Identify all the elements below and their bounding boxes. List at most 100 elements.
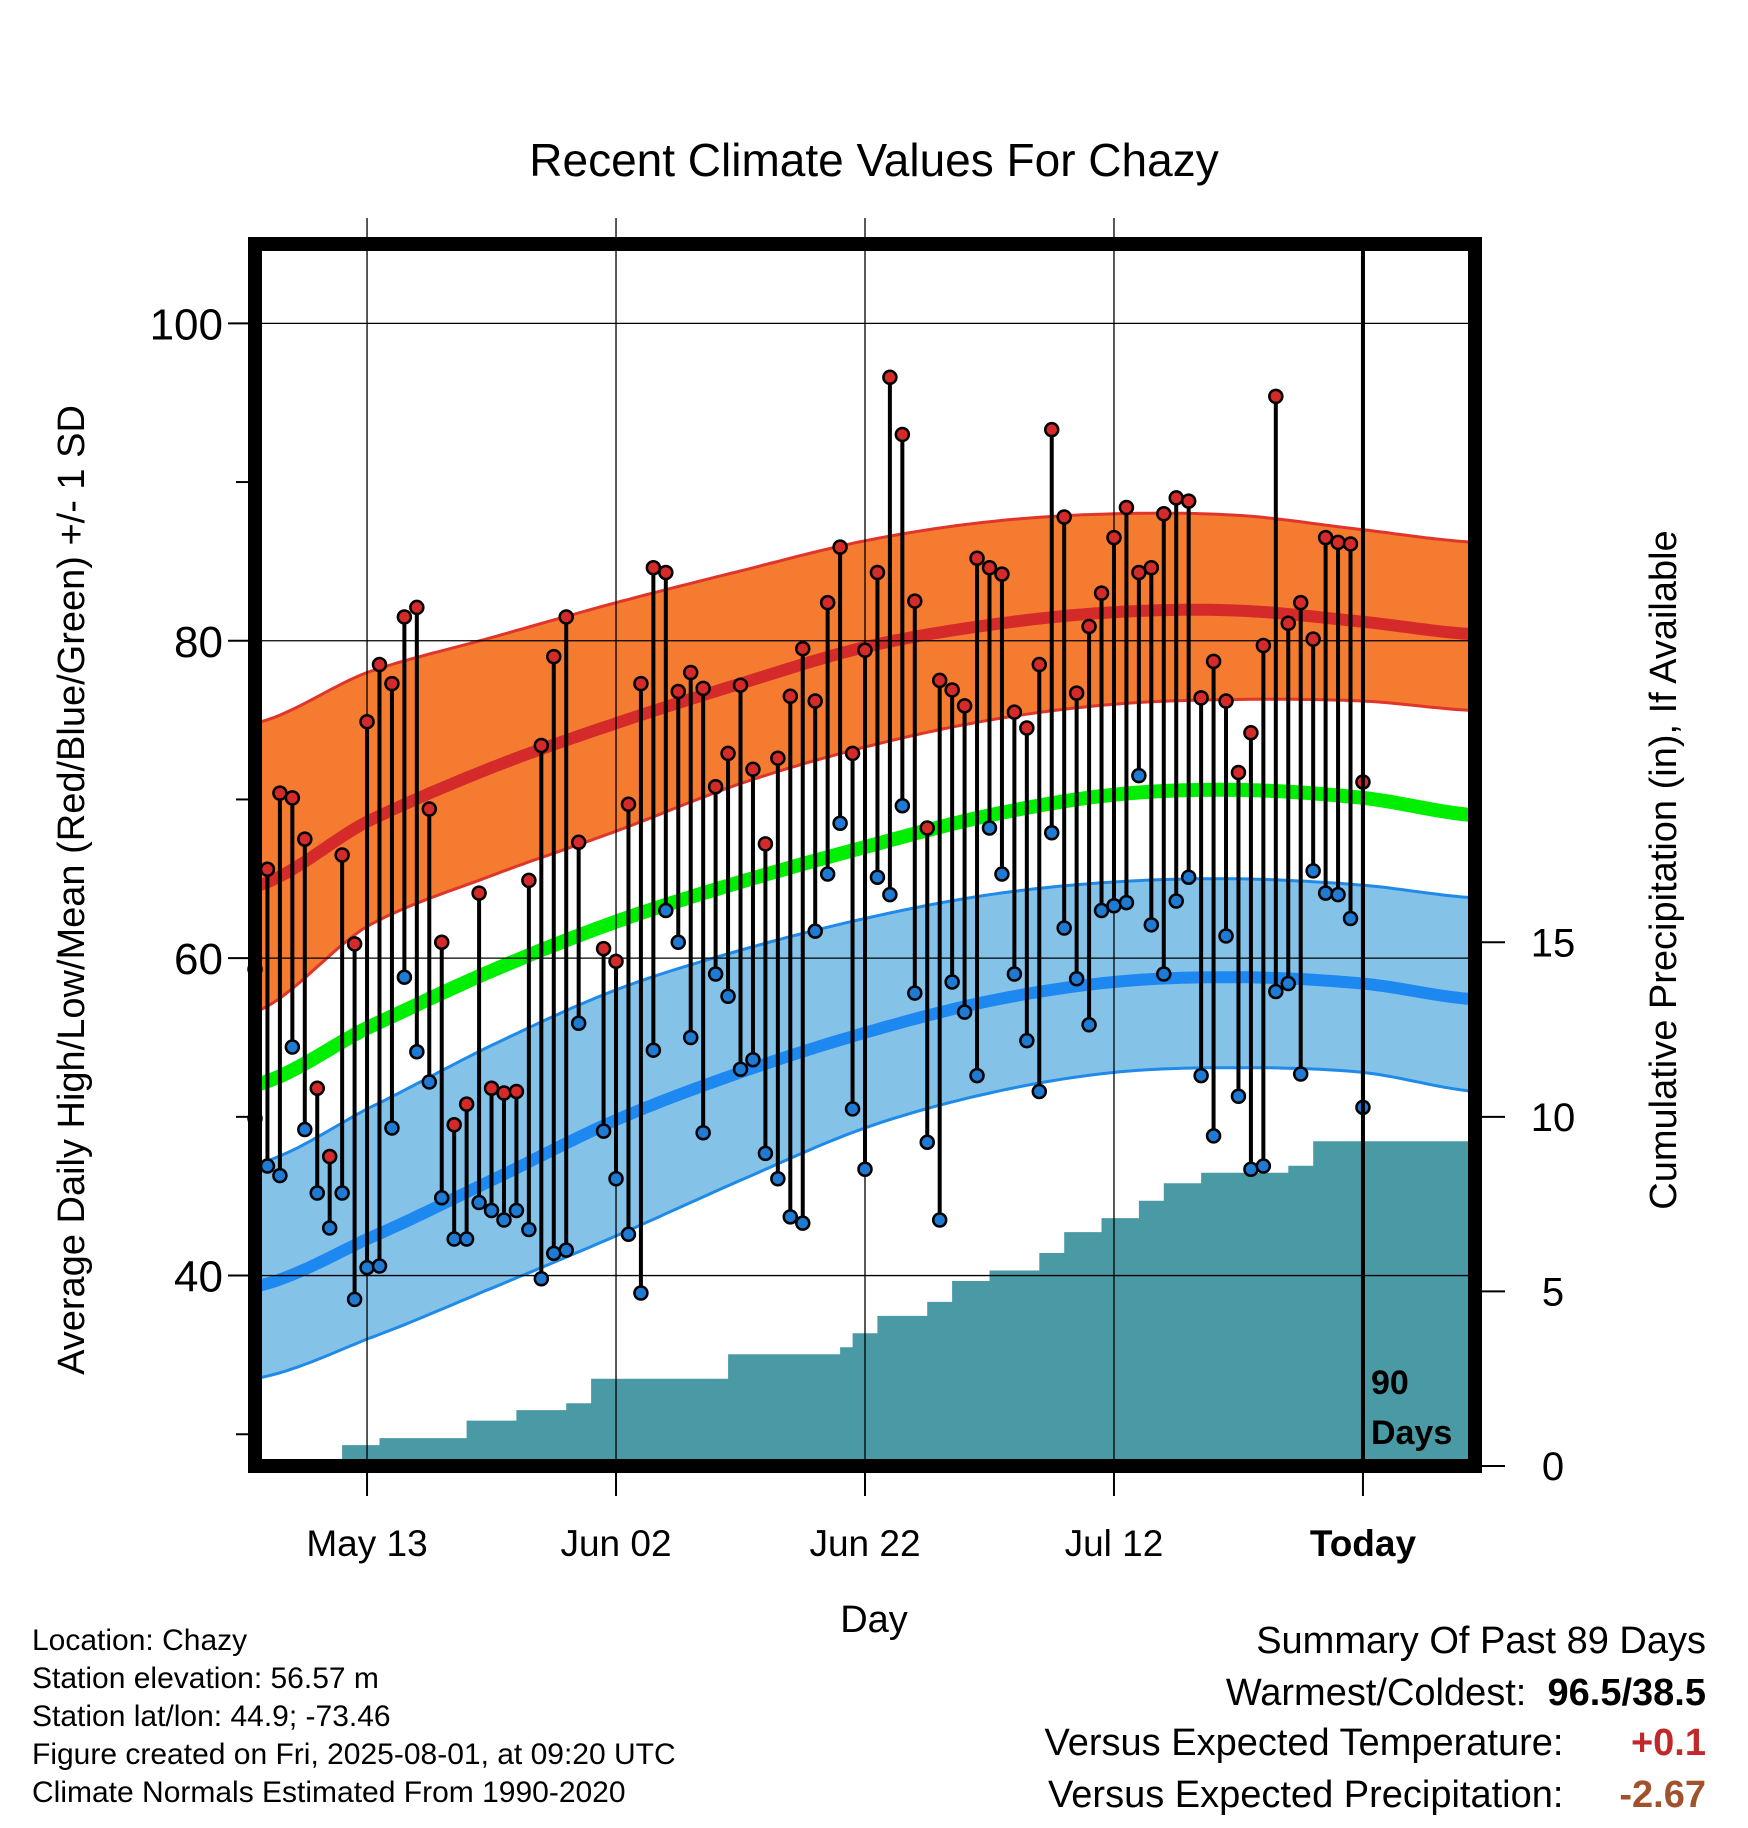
warmest-label: Warmest/Coldest: [1225, 1672, 1527, 1714]
daily-low-point [670, 934, 687, 951]
daily-high-point [658, 564, 674, 581]
daily-low-point [1292, 1066, 1309, 1082]
station-info: Location: Chazy Station elevation: 56.57… [32, 1622, 676, 1812]
precip-label: Versus Expected Precipitation: [1048, 1774, 1564, 1816]
daily-high-point [321, 1148, 338, 1165]
daily-low-point [508, 1202, 525, 1219]
daily-high-point [795, 640, 811, 657]
daily-low-point [334, 1185, 350, 1201]
y-tick-label: 60 [174, 935, 223, 984]
x-tick-label: Jun 22 [809, 1523, 920, 1564]
x-axis-label: Day [840, 1599, 908, 1641]
daily-low-point [1168, 893, 1184, 909]
daily-low-point [297, 1121, 313, 1138]
daily-low-point [658, 902, 674, 919]
daily-high-point [1218, 693, 1234, 709]
daily-low-point [533, 1270, 550, 1287]
daily-high-point [844, 745, 861, 762]
latlon-text: Station lat/lon: 44.9; -73.46 [32, 1700, 391, 1733]
daily-low-point [757, 1145, 774, 1162]
daily-high-point [433, 934, 450, 951]
daily-high-point [956, 698, 973, 714]
daily-low-point [981, 820, 998, 836]
daily-low-point [1280, 975, 1297, 992]
daily-high-point [682, 664, 699, 681]
daily-high-point [421, 801, 438, 817]
today-days-label: Days [1371, 1414, 1452, 1452]
daily-low-point [869, 869, 886, 885]
daily-high-point [1019, 720, 1035, 736]
daily-low-point [521, 1221, 537, 1238]
daily-low-point [396, 969, 413, 985]
daily-high-point [1305, 631, 1321, 647]
warmest-value: 96.5 [1547, 1672, 1622, 1714]
daily-high-point [857, 642, 873, 659]
daily-low-point [969, 1067, 985, 1084]
daily-high-point [558, 609, 574, 625]
daily-high-point [1093, 585, 1110, 601]
daily-high-point [384, 675, 400, 692]
daily-high-point [346, 936, 363, 952]
daily-high-point [521, 872, 537, 889]
daily-low-point [956, 1004, 973, 1020]
daily-low-point [558, 1242, 574, 1258]
x-tick-label: Today [1310, 1523, 1417, 1564]
daily-high-point [309, 1080, 325, 1097]
daily-low-point [359, 1259, 375, 1276]
daily-high-point [670, 683, 687, 700]
daily-high-point [807, 693, 823, 709]
daily-high-point [695, 680, 711, 697]
summary-temp-row: Versus Expected Temperature: +0.1 [1045, 1722, 1706, 1765]
daily-high-point [334, 847, 350, 863]
plot-frame [248, 237, 1482, 1473]
plot-area: 90 Days 40 60 80 100 0 5 10 15 May 13 Jun 02 Jun 22 J… [150, 218, 1576, 1564]
daily-low-point [795, 1215, 811, 1231]
daily-low-point [570, 1015, 587, 1031]
daily-low-point [844, 1101, 861, 1117]
daily-low-point [732, 1061, 749, 1077]
daily-low-point [1019, 1032, 1035, 1049]
daily-low-point [1056, 920, 1072, 936]
daily-low-point [832, 815, 848, 832]
daily-low-point [346, 1291, 363, 1308]
x-tick-label: May 13 [306, 1523, 427, 1564]
daily-low-point [1093, 902, 1110, 919]
daily-low-point [471, 1194, 487, 1211]
y2-axis-label: Cumulative Precipitation (in), If Availa… [1643, 530, 1685, 1209]
daily-high-point [1268, 388, 1284, 405]
daily-high-point [707, 779, 724, 795]
daily-high-point [931, 672, 948, 689]
daily-low-point [1106, 898, 1122, 914]
precip-value: -2.67 [1619, 1774, 1706, 1816]
daily-high-point [533, 737, 550, 754]
daily-low-point [1031, 1083, 1048, 1100]
y2-tick-label: 10 [1531, 1096, 1576, 1140]
summary-precip-row: Versus Expected Precipitation: -2.67 [1048, 1774, 1706, 1817]
daily-high-point [894, 426, 911, 443]
daily-low-point [1205, 1128, 1222, 1144]
temp-label: Versus Expected Temperature: [1044, 1722, 1564, 1764]
daily-low-point [458, 1231, 475, 1247]
daily-low-point [1118, 894, 1135, 911]
daily-high-point [483, 1080, 500, 1097]
daily-low-point [707, 966, 724, 982]
daily-high-point [1118, 499, 1135, 516]
y2-tick-label: 5 [1542, 1270, 1564, 1314]
daily-low-point [894, 798, 911, 814]
daily-low-point [807, 923, 823, 939]
daily-high-point [944, 682, 960, 698]
daily-high-point [994, 566, 1010, 582]
precip-area [255, 1141, 1475, 1466]
daily-high-point [869, 564, 886, 581]
created-text: Figure created on Fri, 2025-08-01, at 09… [32, 1738, 676, 1771]
daily-low-point [371, 1258, 388, 1274]
daily-high-point [284, 790, 301, 806]
daily-low-point [546, 1245, 562, 1262]
daily-high-point [496, 1085, 512, 1101]
daily-high-point [508, 1083, 525, 1100]
daily-high-point [732, 677, 749, 693]
daily-low-point [1180, 869, 1197, 885]
daily-high-point [720, 745, 736, 762]
daily-low-point [608, 1171, 624, 1187]
daily-high-point [259, 861, 276, 878]
